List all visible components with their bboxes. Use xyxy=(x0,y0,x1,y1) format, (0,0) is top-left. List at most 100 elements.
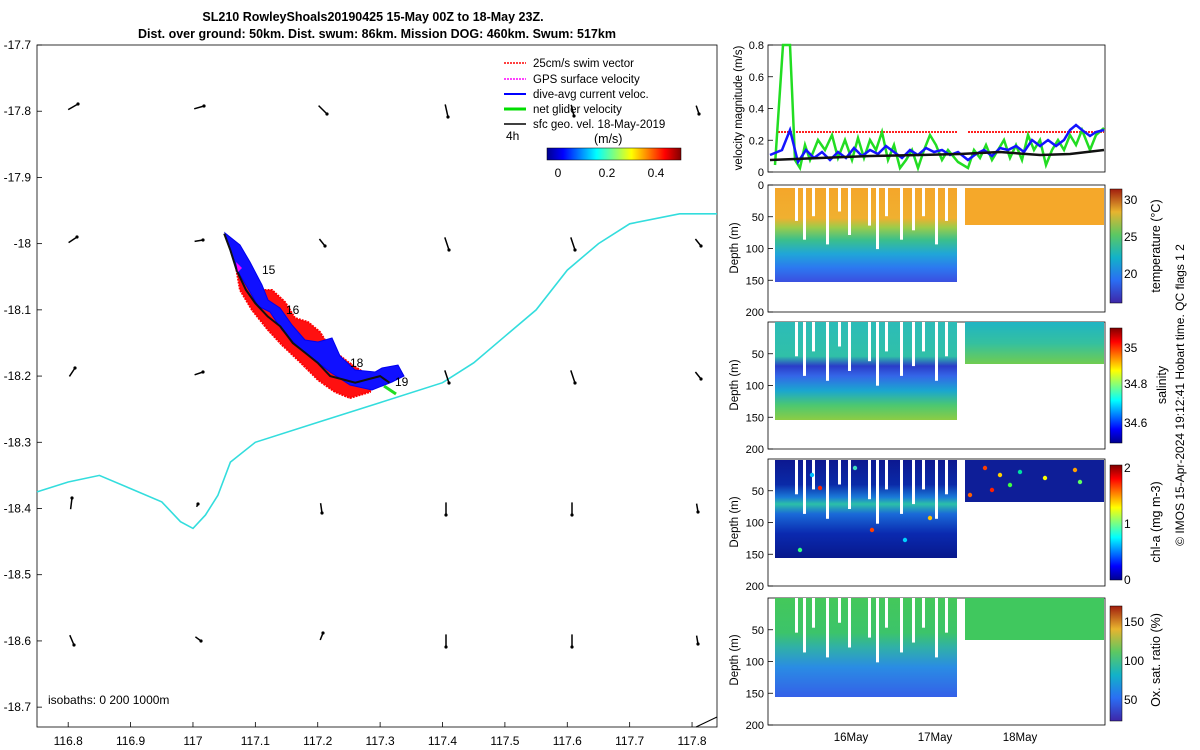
chla-sample-dot xyxy=(869,527,875,533)
current-arrow-head xyxy=(447,381,451,385)
current-arrow xyxy=(68,367,76,377)
profile-gap xyxy=(812,188,815,217)
chla-sample-dot xyxy=(1077,479,1083,485)
depth-y-tick-label: 100 xyxy=(746,244,764,256)
salinity-cbar-tick-34.6: 34.6 xyxy=(1124,416,1148,430)
map-y-tick-label: -17.7 xyxy=(4,38,32,52)
day-label-16: 16 xyxy=(286,303,300,317)
speed-colorbar xyxy=(546,147,682,161)
map-y-tick-label: -17.9 xyxy=(4,170,32,184)
profile-gap xyxy=(812,598,815,628)
salinity-section-1 xyxy=(775,322,957,420)
legend-net-glider: net glider velocity xyxy=(533,104,622,116)
legend-swim-vector: 25cm/s swim vector xyxy=(533,58,634,70)
chla-sample-dot xyxy=(817,485,823,491)
credit-text: © IMOS 15-Apr-2024 19:12:41 Hobart time.… xyxy=(1173,244,1187,546)
current-arrow xyxy=(68,236,78,244)
map-y-ticks: -17.7 -17.8 -17.9 -18 -18.1 -18.2 -18.3 -18.4 -1… xyxy=(4,38,42,714)
depth-y-tick-label: 50 xyxy=(752,486,764,498)
chla-cbar-tick-2: 2 xyxy=(1124,461,1131,475)
map-legend: 25cm/s swim vector GPS surface velocity … xyxy=(504,58,682,180)
profile-gap xyxy=(945,322,948,357)
temperature-cbar-label: temperature (°C) xyxy=(1149,199,1163,292)
current-arrow-head xyxy=(196,502,200,506)
profile-gap xyxy=(935,322,938,381)
salinity-gaps xyxy=(795,322,948,386)
current-arrow xyxy=(570,104,575,117)
temperature-gaps xyxy=(795,188,948,250)
current-arrow-head xyxy=(699,377,703,381)
depth-y-tick-label: 150 xyxy=(746,412,764,424)
chla-cbar-tick-0: 0 xyxy=(1124,573,1131,587)
current-arrow-head xyxy=(70,496,74,500)
oxygen-panel: 150 100 50 Ox. sat. ratio (%) 50 100 150 20… xyxy=(729,597,1163,744)
current-arrow-head xyxy=(696,510,700,514)
temperature-y-ticks: 0 50 100 150 200 xyxy=(746,180,773,319)
gps-surface-velocity-mark xyxy=(236,262,242,272)
current-arrow-head xyxy=(321,631,325,635)
chla-sample-dot xyxy=(967,492,973,498)
map-y-tick-label: -18.4 xyxy=(4,501,32,515)
profile-gap xyxy=(803,188,806,240)
current-arrow-head xyxy=(323,244,327,248)
profile-gap xyxy=(803,460,806,514)
dive-avg-current-series xyxy=(769,123,1105,166)
salinity-cbar-label: salinity xyxy=(1155,365,1169,404)
current-arrow-head xyxy=(320,511,324,515)
legend-dive-avg: dive-avg current veloc. xyxy=(533,89,649,101)
current-arrow xyxy=(67,103,79,111)
profile-gap xyxy=(900,188,903,240)
chla-cbar-tick-1: 1 xyxy=(1124,517,1131,531)
profile-gap xyxy=(945,188,948,221)
oxygen-section-1 xyxy=(775,598,957,697)
temperature-section-1 xyxy=(775,188,957,282)
temperature-cbar-tick-20: 20 xyxy=(1124,267,1138,281)
depth-y-tick-label: 100 xyxy=(746,518,764,530)
velocity-panel: 0 0.2 0.4 0.6 0.8 velocity magnitude (m/s) xyxy=(733,40,1106,179)
velocity-y-tick-label: 0.4 xyxy=(749,104,764,116)
corner-arrow xyxy=(695,716,718,728)
colorbar-tick-0.4: 0.4 xyxy=(648,166,665,180)
colorbar-tick-0: 0 xyxy=(555,166,562,180)
current-arrow xyxy=(570,237,576,251)
velocity-y-ticks: 0 0.2 0.4 0.6 0.8 xyxy=(749,40,773,179)
current-arrow-head xyxy=(72,643,76,647)
chla-high-values xyxy=(797,465,1083,553)
current-arrow-head xyxy=(202,104,206,108)
temperature-section-2 xyxy=(965,188,1104,225)
profile-gap xyxy=(803,598,806,653)
depth-y-tick-label: 150 xyxy=(746,688,764,700)
profile-gap xyxy=(935,188,938,245)
chla-gaps xyxy=(795,460,948,524)
profile-gap xyxy=(912,188,915,231)
current-arrow xyxy=(318,105,328,115)
map-y-tick-label: -18 xyxy=(14,237,32,251)
chla-sample-dot xyxy=(989,487,995,493)
profile-gap xyxy=(876,188,879,250)
profile-gap xyxy=(826,460,829,519)
depth-y-tick-label: 200 xyxy=(746,444,764,456)
profile-gap xyxy=(812,322,815,352)
profile-gap xyxy=(935,460,938,519)
profile-gap xyxy=(900,322,903,376)
day-label-18: 18 xyxy=(350,356,364,370)
chla-sample-dot xyxy=(809,472,815,478)
current-arrow-head xyxy=(444,645,448,649)
x-tick-18may: 18May xyxy=(1003,732,1038,744)
map-y-tick-label: -18.7 xyxy=(4,700,32,714)
oxygen-cbar-tick-150: 150 xyxy=(1124,615,1144,629)
profile-gap xyxy=(922,460,925,490)
map-y-tick-label: -18.1 xyxy=(4,303,32,317)
chla-sample-dot xyxy=(1072,467,1078,473)
sfc-geo-velocity-series xyxy=(769,148,1105,162)
current-arrow-head xyxy=(199,639,203,643)
velocity-axes-box xyxy=(767,44,1106,173)
current-arrow-head xyxy=(699,244,703,248)
chla-y-ticks: 50 100 150 200 xyxy=(746,486,773,593)
current-arrow-head xyxy=(570,645,574,649)
salinity-cbar-tick-34.8: 34.8 xyxy=(1124,377,1148,391)
profile-gap xyxy=(838,460,841,485)
map-y-tick-label: -17.8 xyxy=(4,104,32,118)
oxygen-cbar-tick-50: 50 xyxy=(1124,693,1138,707)
